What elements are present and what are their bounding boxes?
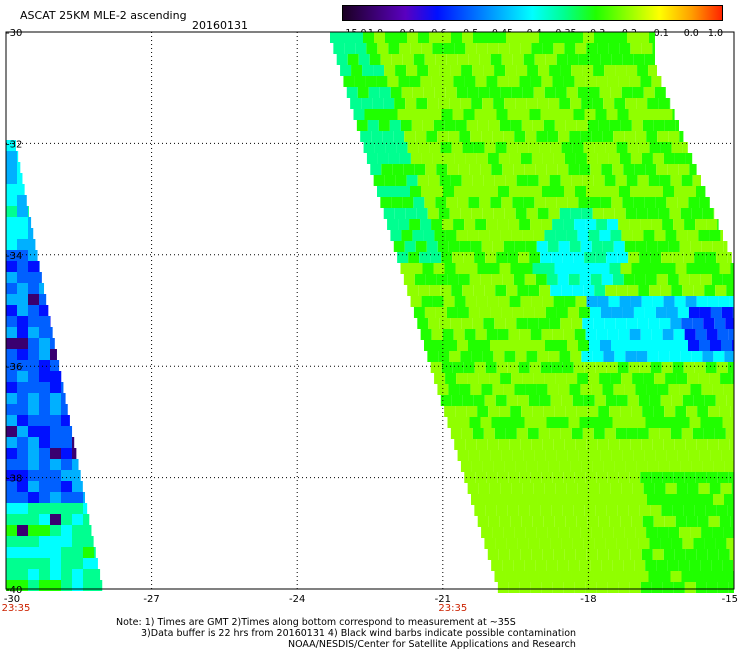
lon-tick-label: -18 bbox=[580, 594, 596, 605]
note-line-1: Note: 1) Times are GMT 2)Times along bot… bbox=[116, 617, 516, 628]
colorbar-label: -0.1 bbox=[650, 28, 669, 39]
wind-data-cells bbox=[6, 32, 734, 593]
lon-tick-label: -30 bbox=[4, 594, 20, 605]
lat-tick-label: -30 bbox=[6, 28, 22, 39]
note-line-3: NOAA/NESDIS/Center for Satellite Applica… bbox=[288, 639, 576, 650]
time-label: 23:35 bbox=[438, 603, 467, 614]
lat-tick-label: -36 bbox=[6, 362, 22, 373]
map-date: 20160131 bbox=[192, 19, 248, 32]
lat-tick-label: -34 bbox=[6, 251, 22, 262]
lon-tick-label: -24 bbox=[289, 594, 305, 605]
lon-tick-label: -21 bbox=[435, 594, 451, 605]
map-title: ASCAT 25KM MLE-2 ascending bbox=[20, 9, 187, 22]
lat-tick-label: -32 bbox=[6, 139, 22, 150]
colorbar-label: 1.0 bbox=[708, 28, 723, 39]
lat-tick-label: -40 bbox=[6, 585, 22, 596]
colorbar-gradient bbox=[342, 5, 723, 21]
lon-tick-label: -15 bbox=[722, 594, 738, 605]
lon-tick-label: -27 bbox=[143, 594, 159, 605]
colorbar-label: 0.0 bbox=[684, 28, 699, 39]
map-frame bbox=[5, 31, 735, 590]
note-line-2: 3)Data buffer is 22 hrs from 20160131 4)… bbox=[141, 628, 577, 639]
lat-tick-label: -38 bbox=[6, 474, 22, 485]
time-label: 23:35 bbox=[2, 603, 31, 614]
